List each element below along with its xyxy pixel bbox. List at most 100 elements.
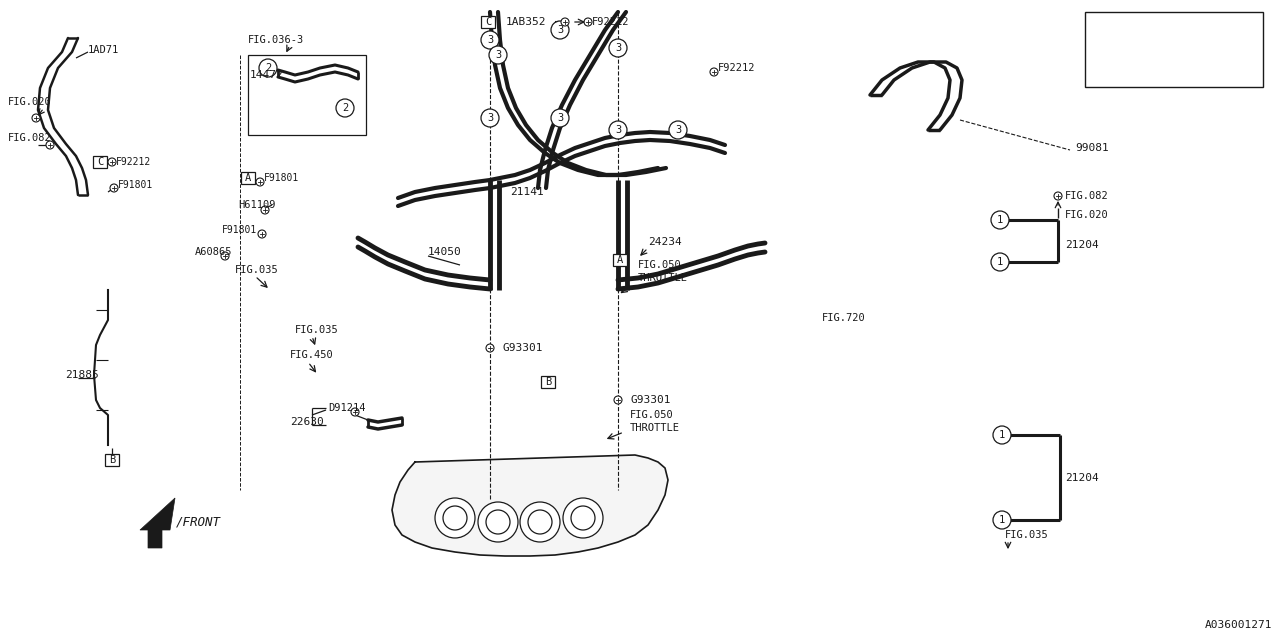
Circle shape [561, 18, 570, 26]
Text: A60865: A60865 [195, 247, 233, 257]
Text: J10622: J10622 [1126, 68, 1172, 81]
Circle shape [351, 408, 358, 416]
Circle shape [993, 426, 1011, 444]
Text: G93301: G93301 [502, 343, 543, 353]
Text: /FRONT: /FRONT [177, 515, 221, 529]
Text: 0923S*A: 0923S*A [1126, 18, 1179, 31]
Text: 3: 3 [557, 113, 563, 123]
Text: 22630: 22630 [291, 417, 324, 427]
Text: FIG.082: FIG.082 [1065, 191, 1108, 201]
Circle shape [1093, 65, 1111, 83]
Bar [481, 16, 495, 28]
Circle shape [108, 158, 116, 166]
Text: 21204: 21204 [1065, 240, 1098, 250]
Text: 14472: 14472 [250, 70, 284, 80]
Circle shape [584, 18, 593, 26]
Text: FIG.050: FIG.050 [630, 410, 673, 420]
Circle shape [1093, 40, 1111, 58]
Bar [248, 55, 366, 135]
Text: F91801: F91801 [221, 225, 257, 235]
Circle shape [609, 39, 627, 57]
Circle shape [669, 121, 687, 139]
Text: FIG.036-3: FIG.036-3 [248, 35, 305, 45]
Text: B: B [545, 377, 552, 387]
Circle shape [550, 21, 570, 39]
Text: 2: 2 [1098, 45, 1106, 54]
Bar [241, 172, 255, 184]
Text: F92212: F92212 [718, 63, 755, 73]
Circle shape [1093, 15, 1111, 33]
Text: FIG.035: FIG.035 [1005, 530, 1048, 540]
Text: 1: 1 [998, 430, 1005, 440]
Circle shape [337, 99, 355, 117]
Text: G93301: G93301 [630, 395, 671, 405]
Polygon shape [392, 455, 668, 556]
Text: FIG.035: FIG.035 [236, 265, 279, 275]
Text: 3: 3 [486, 113, 493, 123]
Circle shape [256, 178, 264, 186]
Text: 99081: 99081 [1075, 143, 1108, 153]
Text: 1AD71: 1AD71 [88, 45, 119, 55]
Bar [93, 156, 108, 168]
Circle shape [110, 184, 118, 192]
Circle shape [1053, 192, 1062, 200]
Circle shape [443, 506, 467, 530]
Text: F92212: F92212 [593, 17, 630, 27]
Circle shape [609, 121, 627, 139]
Text: 14050: 14050 [428, 247, 462, 257]
Circle shape [993, 511, 1011, 529]
Bar [1085, 12, 1263, 87]
Circle shape [486, 344, 494, 352]
Bar [541, 376, 556, 388]
Text: FIG.082: FIG.082 [8, 133, 51, 143]
Text: 21141: 21141 [509, 187, 544, 197]
Circle shape [529, 510, 552, 534]
Text: A: A [244, 173, 251, 183]
Text: FIG.020: FIG.020 [8, 97, 51, 107]
Text: 3: 3 [557, 25, 563, 35]
Text: 1AB352: 1AB352 [506, 17, 547, 27]
Circle shape [259, 59, 276, 77]
Circle shape [46, 141, 54, 149]
Text: THROTTLE: THROTTLE [637, 273, 689, 283]
Text: F92212: F92212 [116, 157, 151, 167]
Circle shape [481, 109, 499, 127]
Text: 1: 1 [1098, 19, 1106, 29]
Circle shape [259, 230, 266, 238]
Text: 21204: 21204 [1065, 473, 1098, 483]
Text: 1: 1 [997, 257, 1004, 267]
Circle shape [477, 502, 518, 542]
Circle shape [563, 498, 603, 538]
Text: H61109: H61109 [238, 200, 275, 210]
Text: A: A [617, 255, 623, 265]
Bar [105, 454, 119, 466]
Circle shape [710, 68, 718, 76]
Text: 3: 3 [1098, 70, 1106, 79]
Circle shape [489, 46, 507, 64]
Text: D91214: D91214 [328, 403, 366, 413]
Text: 1: 1 [998, 515, 1005, 525]
Text: THROTTLE: THROTTLE [630, 423, 680, 433]
Text: F91801: F91801 [118, 180, 154, 190]
Circle shape [221, 252, 229, 260]
Text: FIG.050: FIG.050 [637, 260, 682, 270]
Circle shape [991, 253, 1009, 271]
Text: FIG.720: FIG.720 [822, 313, 865, 323]
Circle shape [520, 502, 561, 542]
Text: 3: 3 [614, 43, 621, 53]
Text: 1: 1 [997, 215, 1004, 225]
Text: 0923S*B: 0923S*B [1126, 43, 1179, 56]
Text: 24234: 24234 [648, 237, 682, 247]
Text: FIG.020: FIG.020 [1065, 210, 1108, 220]
Text: 2: 2 [265, 63, 271, 73]
Circle shape [481, 31, 499, 49]
Text: 3: 3 [675, 125, 681, 135]
Text: FIG.450: FIG.450 [291, 350, 334, 360]
Text: 3: 3 [614, 125, 621, 135]
Text: A036001271: A036001271 [1204, 620, 1272, 630]
Circle shape [614, 396, 622, 404]
Text: 2: 2 [342, 103, 348, 113]
Circle shape [550, 109, 570, 127]
Circle shape [486, 510, 509, 534]
Text: B: B [109, 455, 115, 465]
